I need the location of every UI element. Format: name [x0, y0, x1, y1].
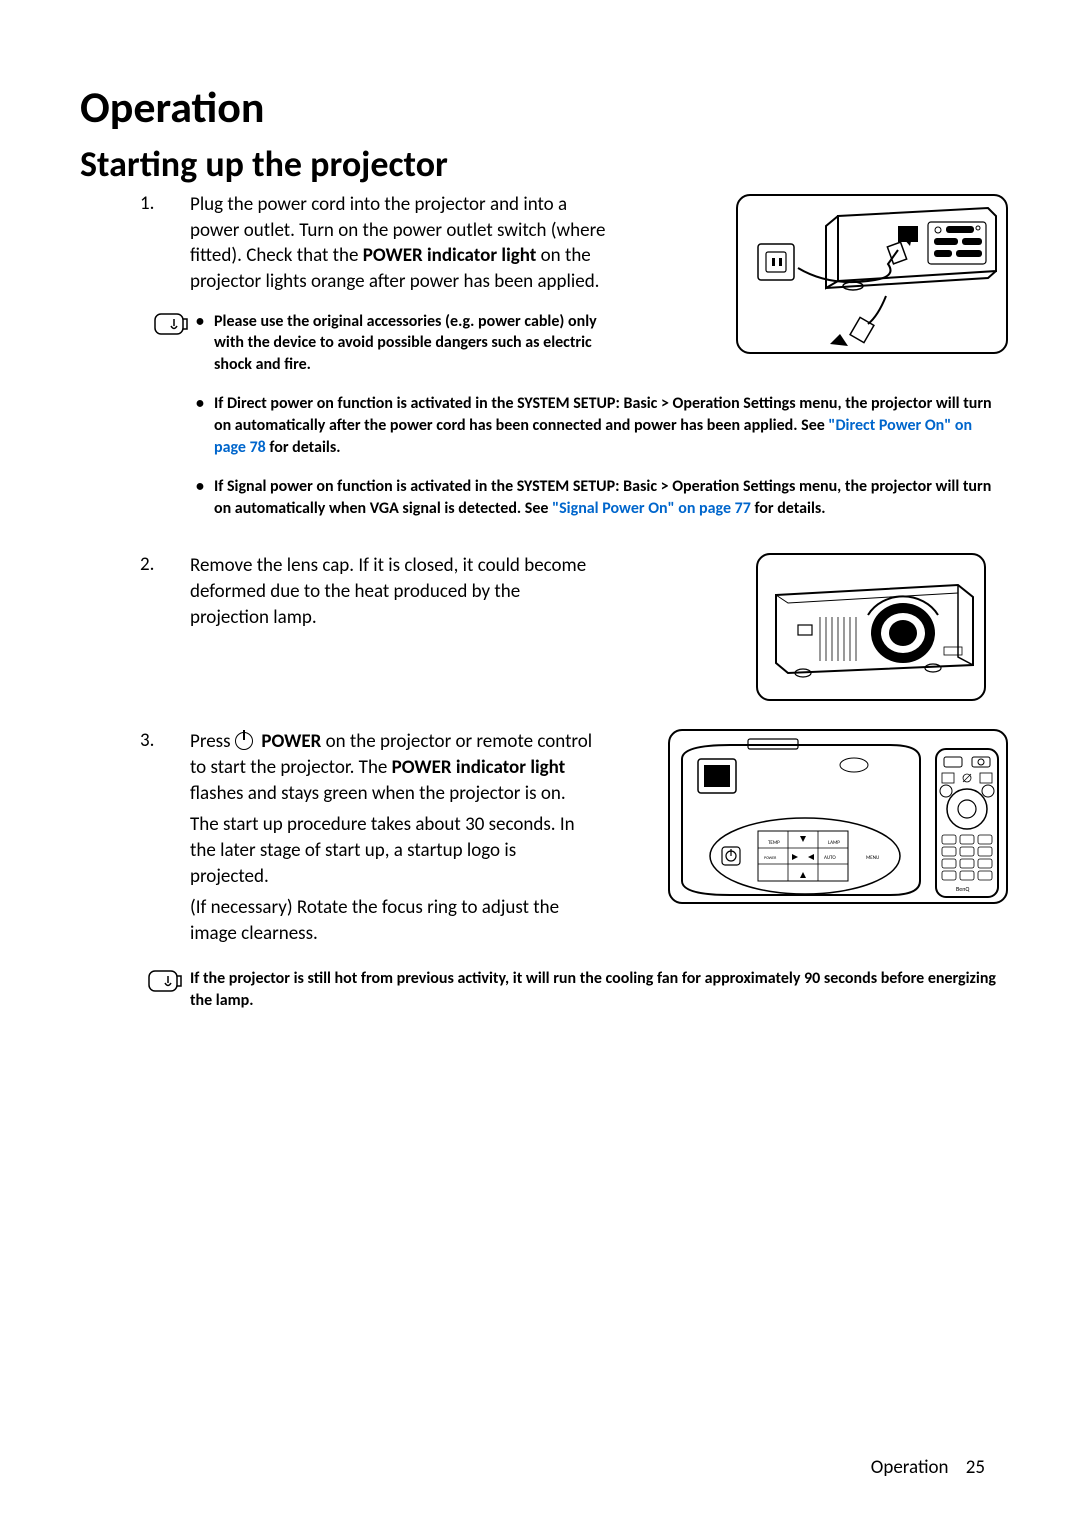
note-block-2: If the projector is still hot from previ… — [134, 968, 1000, 1011]
bold-text: POWER indicator light — [392, 756, 566, 779]
step-body: Press POWER on the projector or remote c… — [190, 729, 595, 952]
bold-text: POWER — [261, 730, 321, 753]
note-text: If the projector is still hot from previ… — [190, 968, 1000, 1011]
note-text: Please use the original accessories (e.g… — [214, 311, 614, 376]
note-text: If Signal power on function is activated… — [214, 476, 1000, 519]
note-body: If the projector is still hot from previ… — [190, 968, 1000, 1011]
svg-text:TEMP: TEMP — [768, 840, 780, 846]
note-icon — [148, 970, 190, 997]
link-signal-power-on[interactable]: "Signal Power On" on page 77 — [552, 499, 751, 518]
step-3: 3. Press POWER on the projector or remot… — [140, 729, 1000, 952]
page-footer: Operation 25 — [871, 1456, 985, 1479]
section-heading: Starting up the projector — [80, 142, 1000, 186]
step-body: Plug the power cord into the projector a… — [190, 192, 610, 295]
bullet-dot: • — [196, 311, 214, 376]
step-number: 2. — [140, 553, 190, 713]
text: for details. — [751, 499, 826, 518]
note-icon — [154, 313, 196, 340]
svg-text:POWER: POWER — [764, 856, 777, 861]
bullet-dot: • — [196, 476, 214, 519]
text: for details. — [266, 438, 341, 457]
projector-rear-illustration — [736, 194, 1008, 354]
step-number: 1. — [140, 192, 190, 295]
projector-front-illustration — [756, 553, 986, 701]
power-icon — [235, 732, 253, 750]
content-area: 1. Plug the power cord into the projecto… — [140, 192, 1000, 1012]
text: Remove the lens cap. If it is closed, it… — [190, 554, 586, 628]
text: flashes and stays green when the project… — [190, 782, 566, 805]
note-text: If Direct power on function is activated… — [214, 393, 1000, 458]
svg-text:LAMP: LAMP — [828, 840, 840, 846]
text: The start up procedure takes about 30 se… — [190, 812, 595, 889]
text: Press — [190, 730, 235, 753]
footer-page-number: 25 — [966, 1456, 985, 1479]
step-number: 3. — [140, 729, 190, 952]
step-body: Remove the lens cap. If it is closed, it… — [190, 553, 595, 713]
svg-text:AUTO: AUTO — [824, 855, 836, 861]
page-title: Operation — [80, 80, 1000, 134]
bullet-dot: • — [196, 393, 214, 458]
step-2: 2. Remove the lens cap. If it is closed,… — [140, 553, 1000, 713]
step-1: 1. Plug the power cord into the projecto… — [140, 192, 1000, 295]
projector-top-remote-illustration: TEMP LAMP POWER AUTO MENU — [668, 729, 1008, 904]
text: (If necessary) Rotate the focus ring to … — [190, 895, 595, 946]
svg-text:BenQ: BenQ — [956, 885, 970, 893]
footer-section: Operation — [871, 1456, 949, 1479]
svg-text:MENU: MENU — [866, 855, 879, 861]
bold-text: POWER indicator light — [363, 244, 537, 267]
